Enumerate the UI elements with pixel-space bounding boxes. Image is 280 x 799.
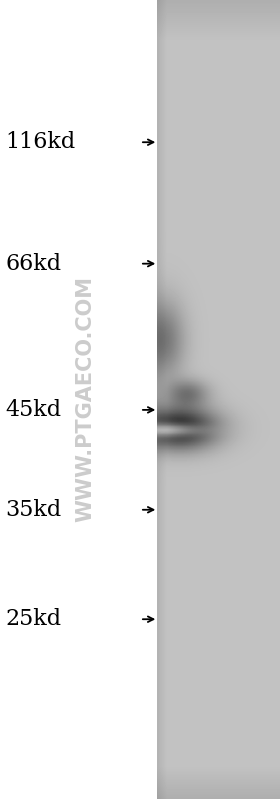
Text: 116kd: 116kd bbox=[6, 131, 76, 153]
Text: 45kd: 45kd bbox=[6, 399, 62, 421]
Text: WWW.PTGAECO.COM: WWW.PTGAECO.COM bbox=[75, 276, 95, 523]
Text: 66kd: 66kd bbox=[6, 252, 62, 275]
Text: 25kd: 25kd bbox=[6, 608, 62, 630]
Text: 35kd: 35kd bbox=[6, 499, 62, 521]
